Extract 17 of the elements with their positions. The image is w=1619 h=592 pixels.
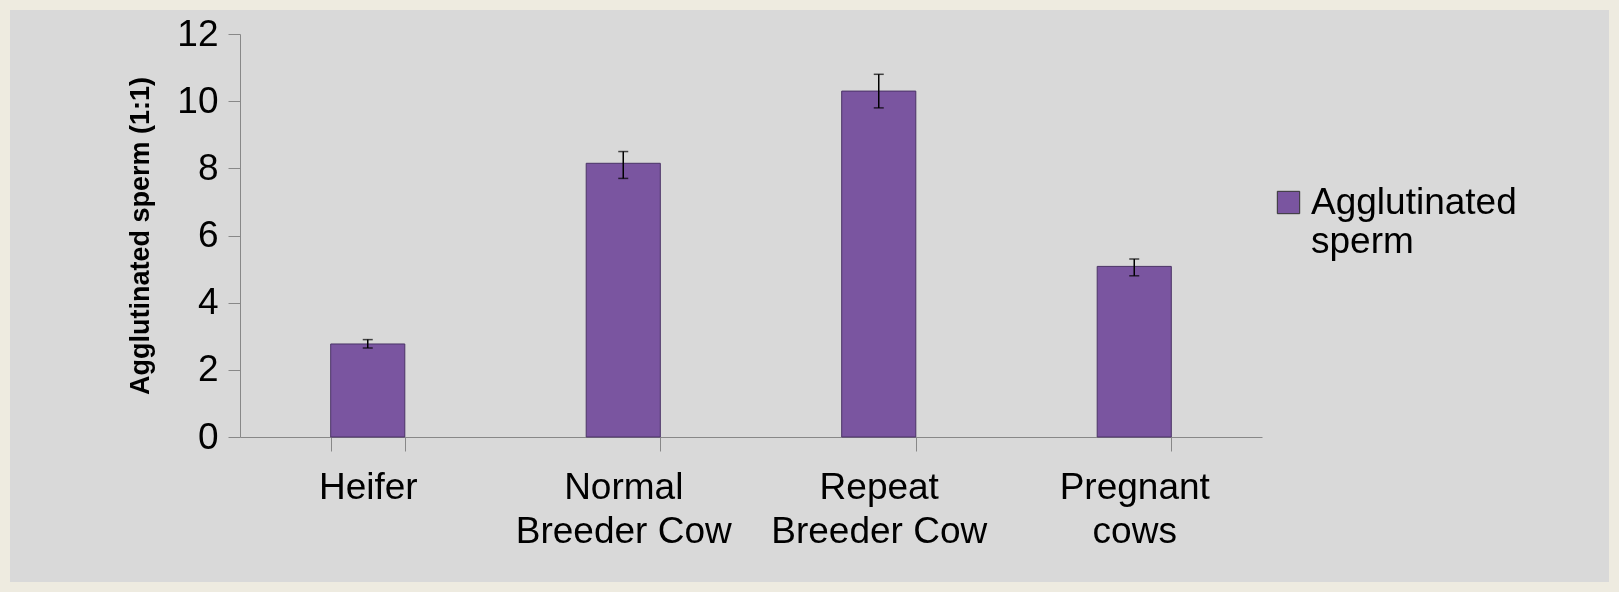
y-tick-label: 4 (197, 281, 219, 323)
bar (841, 90, 917, 438)
x-tick-label: Repeat Breeder Cow (771, 465, 988, 551)
y-tick-label: 6 (197, 214, 219, 255)
x-tick-label: Heifer (318, 465, 418, 507)
bar (1096, 265, 1172, 438)
bar (585, 162, 661, 438)
y-tick-label: 10 (177, 79, 219, 121)
x-tick-label: Normal Breeder Cow (515, 465, 732, 551)
legend-label: Agglutinated sperm (1311, 180, 1517, 261)
x-tick-label: Pregnant cows (1059, 465, 1211, 551)
y-tick-label: 2 (197, 348, 219, 390)
y-axis-title: Agglutinated sperm (1:1) (125, 76, 156, 396)
y-tick-label: 8 (197, 146, 219, 188)
y-tick-label: 0 (197, 415, 219, 457)
y-tick-label: 12 (177, 12, 219, 54)
bar (330, 343, 406, 438)
